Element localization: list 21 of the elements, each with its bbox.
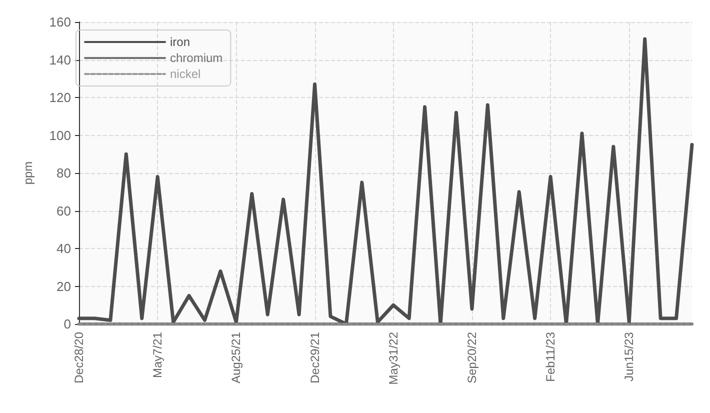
x-tick-label: May31/22 (386, 332, 400, 385)
x-tick-label: Aug25/21 (229, 332, 244, 384)
x-tick-label: Feb11/23 (544, 332, 558, 382)
text: nickel (170, 67, 201, 81)
text: iron (170, 35, 190, 49)
y-tick-label: 140 (49, 52, 71, 68)
x-tick-label: Dec29/21 (308, 332, 322, 384)
x-tick-label: May7/21 (150, 332, 165, 378)
y-tick-label: 100 (49, 128, 71, 143)
y-tick-label: 20 (56, 278, 71, 294)
y-tick-label: 120 (49, 90, 71, 105)
x-tick-label: Jun15/23 (622, 332, 636, 382)
text: chromium (170, 51, 223, 65)
y-tick-label: 60 (56, 203, 71, 218)
x-tick-label: Dec28/20 (72, 332, 86, 384)
y-tick-label: 0 (64, 316, 71, 332)
y-tick-label: 160 (49, 14, 71, 30)
y-axis-title: ppm (21, 161, 35, 185)
x-tick-label: Sep20/22 (464, 332, 479, 384)
y-tick-label: 80 (56, 166, 71, 180)
y-tick-label: 40 (56, 241, 71, 256)
